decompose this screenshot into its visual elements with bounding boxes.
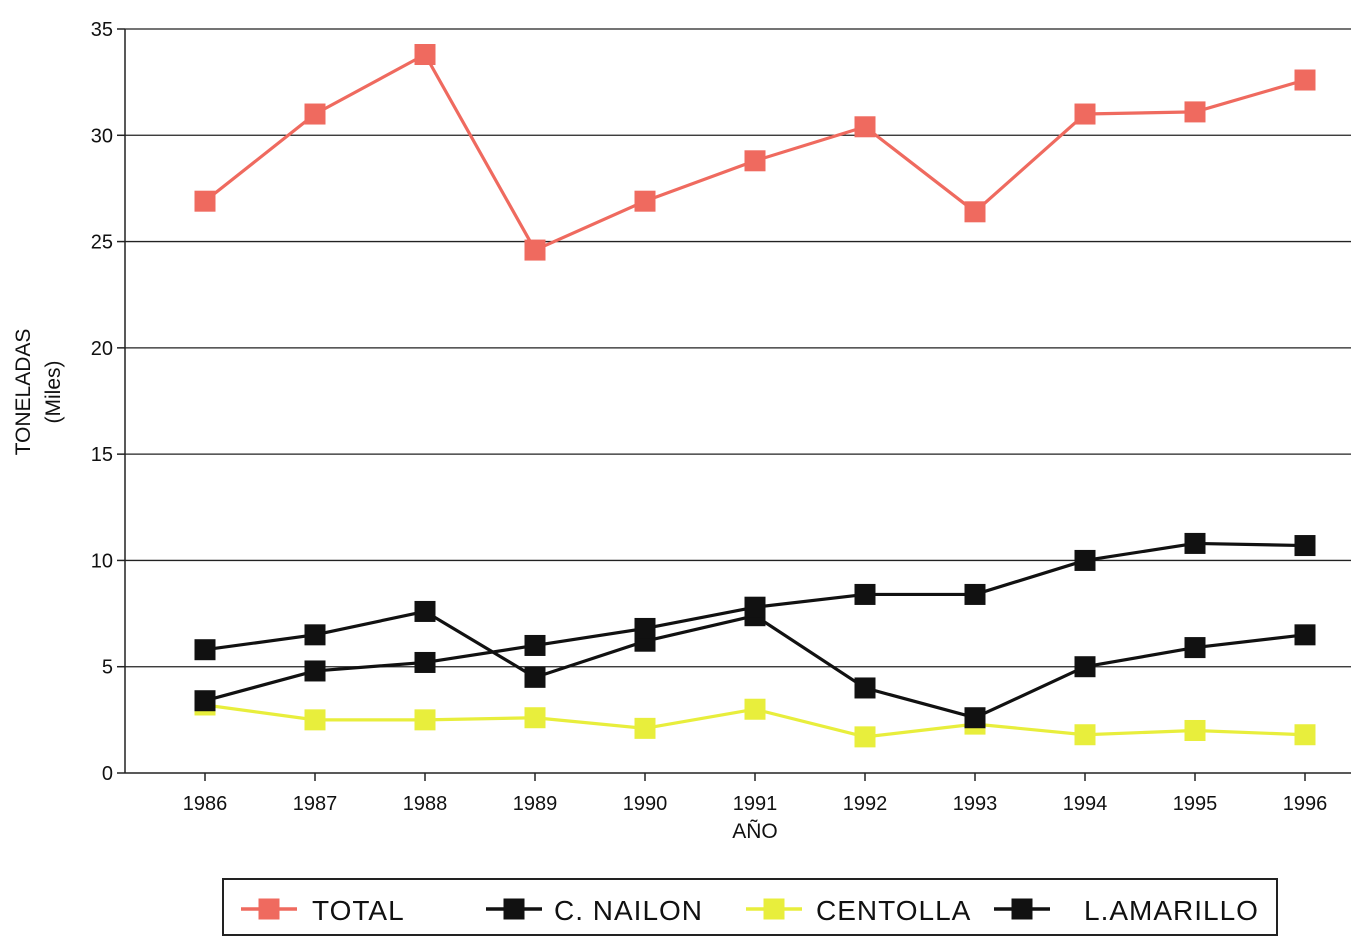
data-point-total [414,44,436,66]
x-tick-label: 1988 [403,793,448,815]
legend-marker [258,898,280,920]
data-point-c-nailon [194,639,216,661]
data-point-total [964,201,986,223]
legend-item-centolla: CENTOLLA [746,895,971,926]
legend-label: L.AMARILLO [1084,895,1259,926]
data-point-l-amarillo [1074,549,1096,571]
data-point-c-nailon [1294,624,1316,646]
legend-marker [1011,898,1033,920]
data-point-total [744,150,766,172]
data-point-c-nailon [304,624,326,646]
y-tick-label: 25 [91,232,113,254]
y-tick-label: 10 [91,550,113,572]
y-tick-label: 0 [102,763,113,785]
y-tick-label: 20 [91,338,113,360]
data-point-centolla [1074,724,1096,746]
series-l-amarillo [194,532,1316,712]
legend-item-c-nailon: C. NAILON [486,895,703,926]
legend-item-total: TOTAL [241,895,405,926]
data-point-centolla [524,707,546,729]
data-point-l-amarillo [634,617,656,639]
y-axis-subtitle: (Miles) [42,361,65,424]
data-point-l-amarillo [1184,532,1206,554]
legend-label: TOTAL [312,895,405,926]
series-layer [194,44,1316,748]
data-point-c-nailon [1184,637,1206,659]
data-point-total [524,239,546,261]
data-point-total [1294,69,1316,91]
legend: TOTAL C. NAILON CENTOLLA L.AMARILLO [222,878,1278,936]
data-point-centolla [1294,724,1316,746]
legend-marker [503,898,525,920]
data-point-total [854,116,876,138]
x-axis-title: AÑO [732,819,778,843]
x-tick-label: 1994 [1063,793,1108,815]
legend-label: C. NAILON [554,895,703,926]
y-axis-title: TONELADAS [12,329,35,456]
series-total [194,44,1316,261]
x-tick-label: 1991 [733,793,778,815]
data-point-centolla [1184,719,1206,741]
data-point-l-amarillo [194,690,216,712]
data-point-total [304,103,326,125]
data-point-l-amarillo [854,583,876,605]
data-point-centolla [744,698,766,720]
data-point-l-amarillo [744,596,766,618]
x-axis-ticks: 1986 1987 1988 1989 1990 1991 1992 1993 1994 1995… [183,773,1328,815]
x-tick-label: 1987 [293,793,338,815]
data-point-centolla [634,717,656,739]
y-tick-label: 30 [91,125,113,147]
data-point-c-nailon [964,707,986,729]
data-point-c-nailon [524,666,546,688]
x-tick-label: 1995 [1173,793,1218,815]
legend-marker [763,898,785,920]
y-tick-label: 5 [102,657,113,679]
x-tick-label: 1986 [183,793,228,815]
series-centolla [194,694,1316,748]
data-point-total [1184,101,1206,123]
data-point-total [194,190,216,212]
data-point-l-amarillo [964,583,986,605]
data-point-total [634,190,656,212]
y-tick-label: 35 [91,19,113,41]
data-point-c-nailon [1074,656,1096,678]
data-point-c-nailon [414,600,436,622]
x-tick-label: 1989 [513,793,558,815]
data-point-l-amarillo [524,634,546,656]
data-point-l-amarillo [414,651,436,673]
legend-item-l-amarillo: L.AMARILLO [994,895,1259,926]
data-point-c-nailon [854,677,876,699]
data-point-centolla [304,709,326,731]
data-point-l-amarillo [304,660,326,682]
legend-label: CENTOLLA [816,895,971,926]
y-axis-ticks: 0 5 10 15 20 25 30 35 [91,19,125,785]
data-point-l-amarillo [1294,535,1316,557]
gridlines [125,28,1351,668]
x-tick-label: 1992 [843,793,888,815]
data-point-total [1074,103,1096,125]
x-tick-label: 1996 [1283,793,1328,815]
y-tick-label: 15 [91,444,113,466]
x-tick-label: 1993 [953,793,998,815]
data-point-centolla [414,709,436,731]
x-tick-label: 1990 [623,793,668,815]
data-point-centolla [854,726,876,748]
